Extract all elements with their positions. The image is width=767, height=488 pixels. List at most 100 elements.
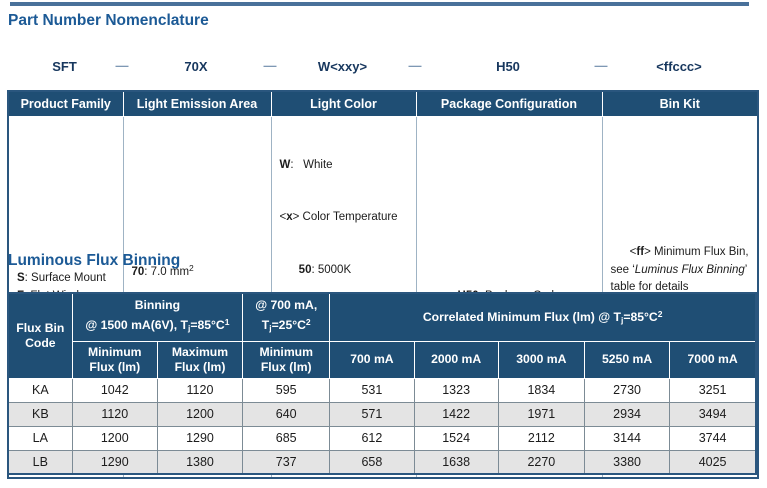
code-desc: : White [290, 158, 333, 171]
flux-data-row: KA 1042 1120 595 531 1323 1834 2730 3251 [7, 377, 757, 403]
header-text: =85°C [623, 309, 658, 324]
superscript: 2 [189, 262, 194, 273]
flux-value: 1638 [413, 449, 499, 475]
flux-value: 1380 [156, 449, 244, 475]
flux-value: 2934 [583, 401, 671, 427]
bin-kit-text: ’ table for details [610, 263, 747, 294]
part-code-light-color: W<xxy> [317, 58, 368, 74]
flux-value: 2730 [583, 377, 671, 403]
flux-data-row: LB 1290 1380 737 658 1638 2270 3380 4025 [7, 449, 757, 475]
flux-value: 1042 [71, 377, 158, 403]
top-accent-bar [10, 2, 749, 6]
code-letter: 50 [298, 263, 312, 276]
header-text: T [261, 318, 270, 333]
text-line: 70: 7.0 mm2 [132, 260, 263, 282]
flux-group-header-row: Flux Bin Code Binning @ 1500 mA(6V), Tj=… [7, 292, 757, 379]
subheader-3000ma: 3000 mA [497, 340, 585, 379]
flux-value: 685 [242, 425, 331, 451]
flux-value: 737 [242, 449, 331, 475]
flux-bin-code: LA [7, 425, 73, 451]
text-line: W: White [280, 157, 408, 175]
footnote-superscript: 2 [657, 308, 663, 319]
header-bin-kit: Bin Kit [601, 90, 759, 117]
flux-value: 3144 [583, 425, 671, 451]
flux-data-row: KB 1120 1200 640 571 1422 1971 2934 3494 [7, 401, 757, 427]
flux-value: 640 [242, 401, 331, 427]
flux-value: 595 [242, 377, 331, 403]
flux-value: 3494 [669, 401, 757, 427]
code-letter: x [286, 211, 293, 223]
subheader-max-flux: Maximum Flux (lm) [156, 340, 244, 379]
bin-kit-text: > Minimum Flux Bin, see ‘ [610, 246, 752, 276]
flux-value: 1834 [497, 377, 585, 403]
subscript: j [269, 323, 272, 334]
flux-value: 2270 [497, 449, 585, 475]
header-text: =25°C [271, 318, 306, 333]
header-line: Tj=25°C2 [246, 315, 326, 336]
flux-value: 1120 [71, 401, 158, 427]
flux-bin-code: KA [7, 377, 73, 403]
flux-value: 1120 [156, 377, 244, 403]
part-code-bin-kit: <ffccc> [656, 58, 702, 74]
section-title-part-number-nomenclature: Part Number Nomenclature [8, 12, 209, 29]
subheader-min-flux-700: Minimum Flux (lm) [242, 340, 331, 379]
flux-data-row: LA 1200 1290 685 612 1524 2112 3144 3744 [7, 425, 757, 451]
flux-value: 1524 [413, 425, 499, 451]
flux-value: 1290 [156, 425, 244, 451]
flux-bin-code: KB [7, 401, 73, 427]
code-desc: : 5000K [311, 263, 352, 276]
subheader-700ma: 700 mA [329, 340, 415, 379]
code-letter: S [17, 272, 25, 285]
header-light-color: Light Color [270, 90, 417, 117]
flux-value: 3380 [583, 449, 671, 475]
flux-value: 658 [329, 449, 415, 475]
flux-value: 571 [329, 401, 415, 427]
header-light-emission-area: Light Emission Area [122, 90, 272, 117]
header-text: Correlated Minimum Flux (lm) @ T [422, 309, 621, 324]
flux-value: 3744 [669, 425, 757, 451]
flux-binning-table: Flux Bin Code Binning @ 1500 mA(6V), Tj=… [7, 292, 757, 475]
flux-value: 4025 [669, 449, 757, 475]
code-desc: : Surface Mount [24, 272, 106, 285]
flux-value: 1200 [156, 401, 244, 427]
header-text: =85°C [190, 318, 225, 333]
text-line: S: Surface Mount [17, 270, 115, 288]
header-correlated-flux-group: Correlated Minimum Flux (lm) @ Tj=85°C2 [329, 292, 757, 342]
subheader-2000ma: 2000 mA [413, 340, 499, 379]
flux-bin-code: LB [7, 449, 73, 475]
header-package-configuration: Package Configuration [415, 90, 603, 117]
flux-value: 1200 [71, 425, 158, 451]
part-number-dash: — [408, 58, 422, 73]
code-desc: > Color Temperature [292, 211, 398, 223]
flux-value: 2112 [497, 425, 585, 451]
header-700ma-group: @ 700 mA, Tj=25°C2 [242, 292, 331, 342]
flux-value: 1971 [497, 401, 585, 427]
subheader-5250ma: 5250 mA [583, 340, 671, 379]
nomenclature-header-row: Product Family Light Emission Area Light… [7, 90, 759, 117]
code-prefix [280, 264, 299, 276]
bin-kit-table-ref: Luminus Flux Binning [634, 263, 745, 276]
bin-kit-code: ff [636, 246, 645, 258]
flux-subheader-row: Minimum Flux (lm) Maximum Flux (lm) Mini… [8, 340, 757, 379]
part-number-dash: — [115, 58, 129, 73]
flux-value: 3251 [669, 377, 757, 403]
flux-value: 612 [329, 425, 415, 451]
code-letter: 70 [131, 265, 145, 278]
footnote-superscript: 1 [224, 317, 230, 328]
header-line: @ 700 mA, [255, 298, 318, 313]
flux-value: 1323 [413, 377, 499, 403]
code-desc: : 7.0 mm [144, 265, 190, 278]
subheader-min-flux: Minimum Flux (lm) [71, 340, 158, 379]
part-code-package: H50 [496, 58, 520, 74]
text-line: <x> Color Temperature [280, 209, 408, 227]
subscript: j [620, 314, 624, 325]
part-code-emission-area: 70X [184, 58, 208, 74]
flux-value: 1422 [413, 401, 499, 427]
part-number-dash: — [263, 58, 277, 73]
section-title-luminous-flux-binning: Luminous Flux Binning [8, 252, 181, 269]
header-binning-group: Binning @ 1500 mA(6V), Tj=85°C1 [71, 292, 244, 342]
header-text: @ 1500 mA(6V), T [85, 318, 188, 333]
subscript: j [187, 323, 191, 334]
header-line: Binning [134, 298, 181, 313]
